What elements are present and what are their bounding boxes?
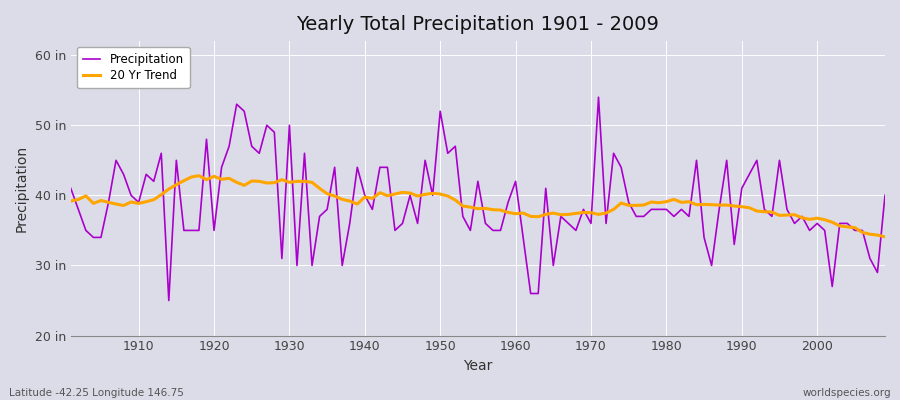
20 Yr Trend	[510, 211, 521, 216]
Precipitation	[879, 193, 890, 198]
X-axis label: Year: Year	[464, 359, 492, 373]
Precipitation	[126, 193, 137, 198]
20 Yr Trend	[345, 199, 356, 204]
Precipitation	[616, 165, 626, 170]
Precipitation	[66, 186, 77, 191]
Precipitation	[299, 151, 310, 156]
Precipitation	[510, 179, 521, 184]
20 Yr Trend	[518, 211, 528, 216]
20 Yr Trend	[66, 199, 77, 204]
Precipitation	[164, 298, 175, 303]
Line: 20 Yr Trend: 20 Yr Trend	[71, 176, 885, 237]
Precipitation	[345, 221, 356, 226]
Precipitation	[518, 235, 528, 240]
20 Yr Trend	[608, 207, 619, 212]
Y-axis label: Precipitation: Precipitation	[15, 145, 29, 232]
20 Yr Trend	[126, 200, 137, 204]
Title: Yearly Total Precipitation 1901 - 2009: Yearly Total Precipitation 1901 - 2009	[296, 15, 660, 34]
Text: Latitude -42.25 Longitude 146.75: Latitude -42.25 Longitude 146.75	[9, 388, 184, 398]
Legend: Precipitation, 20 Yr Trend: Precipitation, 20 Yr Trend	[76, 47, 190, 88]
20 Yr Trend	[299, 179, 310, 184]
Text: worldspecies.org: worldspecies.org	[803, 388, 891, 398]
20 Yr Trend	[194, 173, 204, 178]
Precipitation	[593, 95, 604, 100]
20 Yr Trend	[879, 234, 890, 239]
Line: Precipitation: Precipitation	[71, 97, 885, 300]
